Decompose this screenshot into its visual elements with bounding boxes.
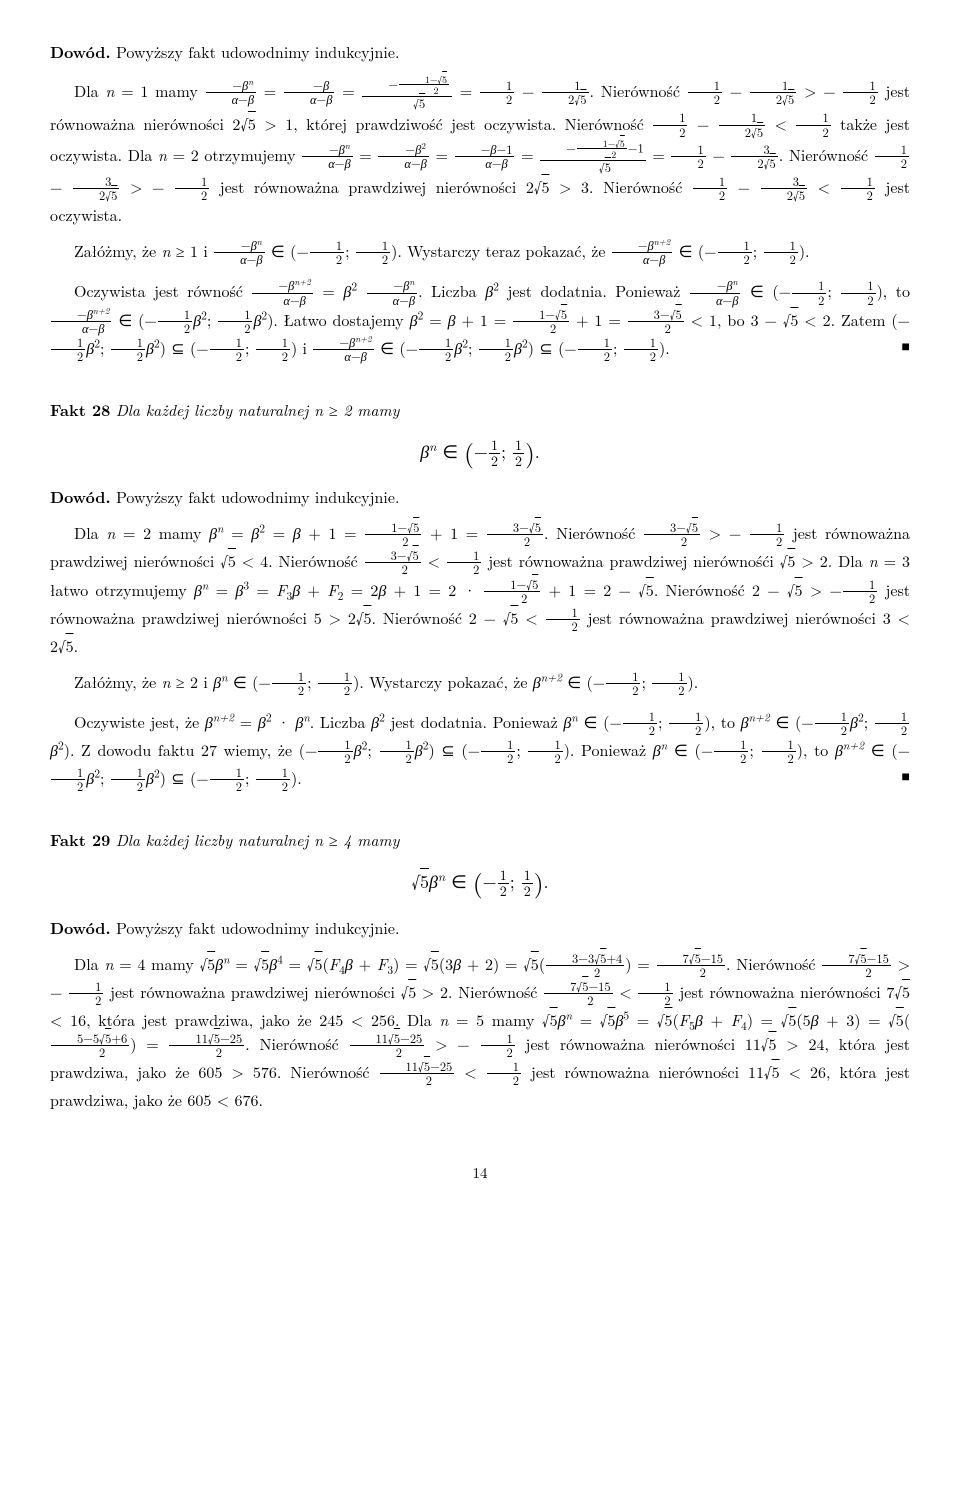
proof27-p3: Oczywista jest równość −βn+2α−β = β2 −βn…	[50, 279, 910, 363]
fakt29-statement: Fakt 29 Dla każdej liczby naturalnej n ≥…	[50, 828, 910, 852]
proof27-p1: Dla n = 1 mamy −βnα−β = −βα−β = −1−√52√5…	[50, 76, 910, 227]
proof28-p3: Oczywiste jest, że βn+2 = β2 · βn. Liczb…	[50, 710, 910, 794]
fakt29-display: √5βn ∈ (−12; 12).	[50, 868, 910, 899]
fakt-label: Fakt 29	[50, 828, 110, 851]
proof-lead: Powyższy fakt udowodnimy indukcyjnie.	[116, 916, 399, 939]
page-number: 14	[50, 1162, 910, 1185]
proof28-p2: Załóżmy, że n ≥ 2 i βn ∈ (−12; 12). Wyst…	[50, 670, 910, 698]
proof-label: Dowód.	[50, 40, 111, 63]
proof-label: Dowód.	[50, 916, 111, 939]
proof27-head: Dowód. Powyższy fakt udowodnimy indukcyj…	[50, 40, 910, 64]
fakt-label: Fakt 28	[50, 398, 110, 421]
proof29-head: Dowód. Powyższy fakt udowodnimy indukcyj…	[50, 916, 910, 940]
fakt-text: Dla każdej liczby naturalnej n ≥ 2 mamy	[116, 398, 400, 421]
fakt28-display: βn ∈ (−12; 12).	[50, 438, 910, 469]
fakt-text: Dla każdej liczby naturalnej n ≥ 4 mamy	[116, 828, 400, 851]
proof28-head: Dowód. Powyższy fakt udowodnimy indukcyj…	[50, 485, 910, 509]
qed-icon: ■	[878, 766, 910, 787]
proof29-p1: Dla n = 4 mamy √5βn = √5β4 = √5(F4β + F3…	[50, 952, 910, 1113]
qed-icon: ■	[878, 336, 910, 357]
proof-label: Dowód.	[50, 485, 111, 508]
proof27-p2: Załóżmy, że n ≥ 1 i −βnα−β ∈ (−12; 12). …	[50, 239, 910, 267]
fakt28-statement: Fakt 28 Dla każdej liczby naturalnej n ≥…	[50, 398, 910, 422]
proof-lead: Powyższy fakt udowodnimy indukcyjnie.	[116, 485, 399, 508]
proof-lead: Powyższy fakt udowodnimy indukcyjnie.	[116, 40, 399, 63]
proof28-p1: Dla n = 2 mamy βn = β2 = β + 1 = 1−√52 +…	[50, 521, 910, 658]
